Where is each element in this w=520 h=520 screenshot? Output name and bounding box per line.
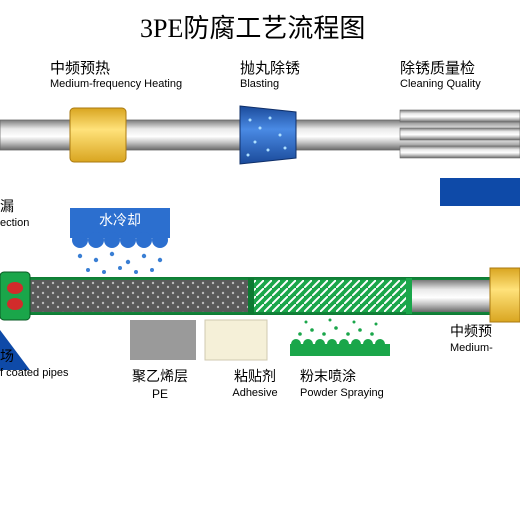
label-heating2: 中频预 Medium- xyxy=(450,325,520,355)
cleaning-pipes xyxy=(400,110,520,158)
label-heating: 中频预热 Medium-frequency Heating xyxy=(50,60,270,91)
label-blasting: 抛丸除锈 Blasting xyxy=(240,60,360,91)
label-adhesive: 粘贴剂 Adhesive xyxy=(210,370,300,400)
end-connector xyxy=(0,272,30,320)
powder-dots xyxy=(298,319,377,336)
label-ection: 漏 ection xyxy=(0,200,60,230)
adhesive-block xyxy=(205,320,267,360)
label-pe: 聚乙烯层 PE xyxy=(115,370,205,401)
powder-block xyxy=(290,339,390,356)
label-coated: 场 f coated pipes xyxy=(0,350,120,380)
water-drops xyxy=(78,252,162,274)
heating-block xyxy=(70,108,126,162)
label-cooling: 水冷却 xyxy=(90,214,150,231)
cleaning-block xyxy=(440,178,520,206)
bottom-pipe-group xyxy=(0,277,520,315)
label-powder: 粉末喷涂 Powder Spraying xyxy=(300,370,440,400)
label-cleaning: 除锈质量检 Cleaning Quality xyxy=(400,60,520,91)
heating2-block xyxy=(490,268,520,322)
pe-block xyxy=(130,320,196,360)
diagram-title: 3PE防腐工艺流程图 xyxy=(140,8,365,45)
